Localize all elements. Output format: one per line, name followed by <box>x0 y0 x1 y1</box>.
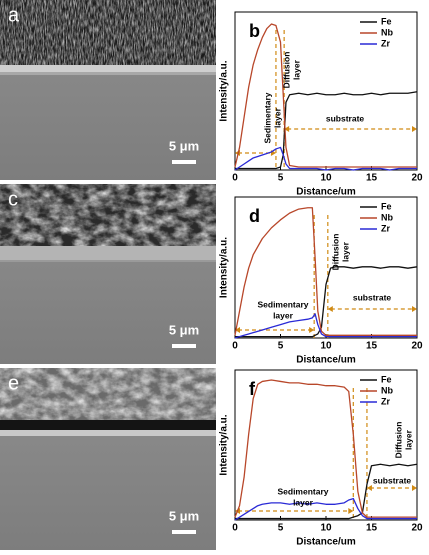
series-line <box>234 207 417 336</box>
legend-label: Zr <box>381 396 390 406</box>
annotation: Diffusion <box>393 422 403 459</box>
series-line <box>234 23 417 168</box>
x-tick-label: 20 <box>411 523 423 534</box>
y-axis-label: Intensity/a.u. <box>219 414 230 475</box>
sem-image <box>0 184 216 364</box>
panel-label: e <box>8 372 19 394</box>
y-axis-label: Intensity/a.u. <box>219 60 230 121</box>
x-axis-label: Distance/um <box>296 537 356 548</box>
panel-label: a <box>8 4 20 26</box>
scale-bar <box>172 160 196 164</box>
series-line <box>234 146 417 171</box>
annotation: Sedimentary <box>262 92 272 143</box>
x-axis-label: Distance/um <box>296 355 356 366</box>
panel-label: d <box>249 206 260 226</box>
annotation: layer <box>340 241 350 262</box>
scale-bar <box>172 530 196 534</box>
annotation: layer <box>272 107 282 128</box>
panel-label: c <box>8 188 18 210</box>
panel-label: b <box>249 21 260 41</box>
legend-label: Fe <box>381 374 392 384</box>
arrow-head <box>309 327 315 333</box>
x-tick-label: 20 <box>411 173 423 184</box>
panel-label: f <box>249 379 256 399</box>
annotation: substrate <box>373 475 412 485</box>
arrow-head <box>235 327 240 333</box>
sem-image <box>0 0 216 180</box>
annotation: layer <box>273 310 294 320</box>
x-tick-label: 10 <box>320 341 332 352</box>
scale-bar-label: 5 μm <box>169 508 199 523</box>
x-tick-label: 15 <box>366 523 378 534</box>
sem-image <box>0 368 216 550</box>
series-line <box>234 313 417 339</box>
arrow-head <box>412 306 417 312</box>
legend-label: Zr <box>381 223 390 233</box>
series-line <box>235 266 418 338</box>
x-tick-label: 10 <box>320 173 332 184</box>
x-tick-label: 0 <box>232 523 238 534</box>
x-tick-label: 10 <box>320 523 332 534</box>
x-tick-label: 15 <box>366 173 378 184</box>
annotation: Sedimentary <box>257 299 308 309</box>
arrow-head <box>366 485 372 491</box>
legend-label: Fe <box>381 16 392 26</box>
scale-bar <box>172 344 196 348</box>
y-axis-label: Intensity/a.u. <box>219 237 230 298</box>
arrow-head <box>348 508 354 514</box>
legend-label: Nb <box>381 212 393 222</box>
annotation: layer <box>293 497 314 507</box>
arrow-head <box>327 306 333 312</box>
annotation: layer <box>403 429 413 450</box>
legend-label: Nb <box>381 27 393 37</box>
series-line <box>234 497 417 521</box>
series-line <box>234 379 417 518</box>
x-tick-label: 5 <box>278 523 284 534</box>
x-tick-label: 0 <box>232 341 238 352</box>
x-tick-label: 20 <box>411 341 423 352</box>
annotation: Diffusion <box>281 52 291 89</box>
arrow-head <box>412 485 417 491</box>
annotation: substrate <box>326 113 365 123</box>
annotation: Diffusion <box>330 234 340 271</box>
annotation: layer <box>291 59 301 80</box>
series-line <box>235 463 418 520</box>
legend-label: Zr <box>381 38 390 48</box>
x-tick-label: 5 <box>278 173 284 184</box>
arrow-head <box>284 126 290 132</box>
annotation: substrate <box>353 292 392 302</box>
series-line <box>235 91 418 170</box>
legend-label: Fe <box>381 201 392 211</box>
legend-label: Nb <box>381 385 393 395</box>
x-tick-label: 5 <box>278 341 284 352</box>
scale-bar-label: 5 μm <box>169 138 199 153</box>
x-axis-label: Distance/um <box>296 187 356 198</box>
x-tick-label: 0 <box>232 173 238 184</box>
arrow-head <box>412 126 417 132</box>
annotation: Sedimentary <box>277 486 328 496</box>
scale-bar-label: 5 μm <box>169 322 199 337</box>
x-tick-label: 15 <box>366 341 378 352</box>
